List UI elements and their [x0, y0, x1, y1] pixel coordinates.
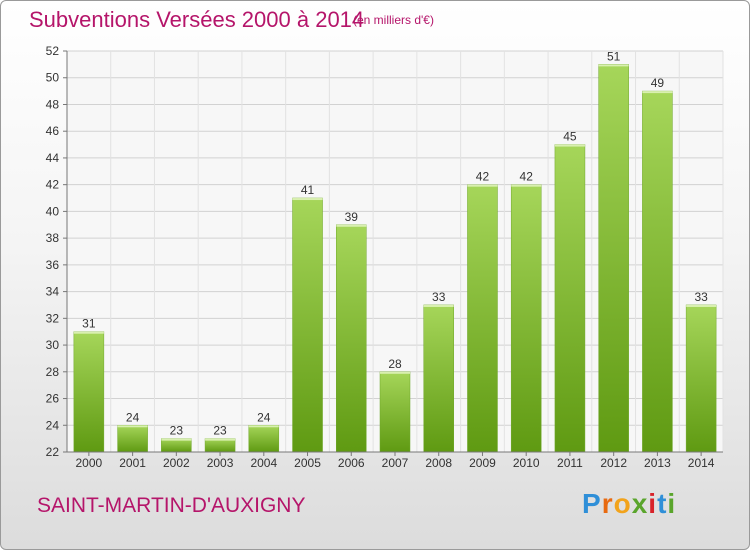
bar-highlight: [292, 198, 323, 201]
bar-2010: [510, 184, 542, 453]
y-tick-label: 34: [46, 285, 60, 299]
y-tick-label: 28: [46, 365, 60, 379]
value-label-2011: 45: [563, 130, 577, 144]
x-tick-label-2008: 2008: [425, 456, 452, 470]
bar-2005: [292, 197, 323, 453]
value-label-2008: 33: [432, 290, 446, 304]
y-tick-label: 22: [46, 445, 60, 459]
logo-letter: t: [657, 488, 668, 519]
bar-2009: [467, 184, 498, 453]
bar-2004: [248, 425, 280, 453]
bar-highlight: [467, 184, 498, 187]
bar-2012: [598, 64, 629, 453]
bar-highlight: [117, 425, 148, 428]
bar-highlight: [73, 331, 104, 334]
value-label-2000: 31: [82, 317, 96, 331]
x-tick-label-2002: 2002: [163, 456, 190, 470]
y-tick-label: 38: [46, 231, 60, 245]
bar-highlight: [248, 425, 279, 428]
bar-highlight: [686, 304, 717, 307]
value-label-2009: 42: [476, 170, 490, 184]
x-tick-label-2012: 2012: [600, 456, 627, 470]
x-tick-label-2013: 2013: [644, 456, 671, 470]
bar-highlight: [642, 91, 673, 94]
x-tick-label-2003: 2003: [207, 456, 234, 470]
value-label-2002: 23: [170, 424, 184, 438]
value-label-2012: 51: [607, 49, 621, 63]
x-tick-label-2011: 2011: [557, 456, 583, 470]
x-tick-label-2006: 2006: [338, 456, 365, 470]
bar-highlight: [511, 184, 542, 187]
bar-highlight: [554, 144, 585, 147]
chart-unit: (en milliers d'€): [353, 13, 434, 27]
y-tick-label: 44: [46, 151, 60, 165]
bar-highlight: [205, 438, 236, 441]
y-tick-label: 30: [46, 338, 60, 352]
value-label-2004: 24: [257, 410, 271, 424]
value-label-2006: 39: [345, 210, 359, 224]
logo-letter: x: [631, 488, 649, 519]
value-label-2005: 41: [301, 183, 315, 197]
x-tick-label-2010: 2010: [513, 456, 540, 470]
bar-2008: [423, 304, 454, 453]
y-tick-label: 32: [46, 311, 60, 325]
y-tick-label: 36: [46, 258, 60, 272]
bar-highlight: [380, 371, 410, 374]
commune-name: SAINT-MARTIN-D'AUXIGNY: [37, 494, 306, 517]
bar-highlight: [336, 224, 367, 227]
y-tick-label: 46: [46, 124, 60, 138]
bar-2011: [554, 144, 586, 453]
y-tick-label: 48: [46, 97, 60, 111]
logo-letter: P: [582, 488, 602, 519]
logo-letter: r: [601, 488, 614, 519]
value-label-2003: 23: [213, 424, 227, 438]
logo-letter: o: [613, 488, 632, 519]
chart-title: Subventions Versées 2000 à 2014: [29, 7, 365, 32]
y-tick-label: 42: [46, 178, 60, 192]
y-tick-label: 50: [46, 71, 60, 85]
y-tick-label: 24: [46, 418, 60, 432]
value-label-2010: 42: [520, 170, 534, 184]
x-tick-label-2009: 2009: [469, 456, 496, 470]
logo-letter: i: [667, 488, 677, 519]
x-tick-label-2005: 2005: [294, 456, 321, 470]
bar-2001: [117, 425, 148, 453]
proxiti-logo: Proxiti: [582, 488, 676, 520]
logo-letter: i: [648, 488, 658, 519]
value-label-2007: 28: [388, 357, 402, 371]
x-tick-label-2000: 2000: [76, 456, 103, 470]
bar-2014: [685, 304, 717, 453]
bar-highlight: [423, 304, 454, 307]
bar-2003: [204, 438, 236, 453]
y-tick-label: 52: [46, 44, 60, 58]
bar-2013: [642, 90, 673, 453]
value-label-2013: 49: [651, 76, 665, 90]
bar-2007: [379, 371, 411, 453]
x-tick-label-2004: 2004: [250, 456, 277, 470]
value-label-2014: 33: [694, 290, 708, 304]
y-tick-label: 40: [46, 204, 60, 218]
bar-2006: [336, 224, 367, 453]
bar-2002: [161, 438, 192, 453]
bar-highlight: [161, 438, 192, 441]
bar-2000: [73, 331, 105, 453]
bar-highlight: [598, 64, 629, 67]
value-label-2001: 24: [126, 410, 140, 424]
x-tick-label-2014: 2014: [688, 456, 715, 470]
x-tick-label-2001: 2001: [119, 456, 146, 470]
x-tick-label-2007: 2007: [382, 456, 409, 470]
y-tick-label: 26: [46, 392, 60, 406]
